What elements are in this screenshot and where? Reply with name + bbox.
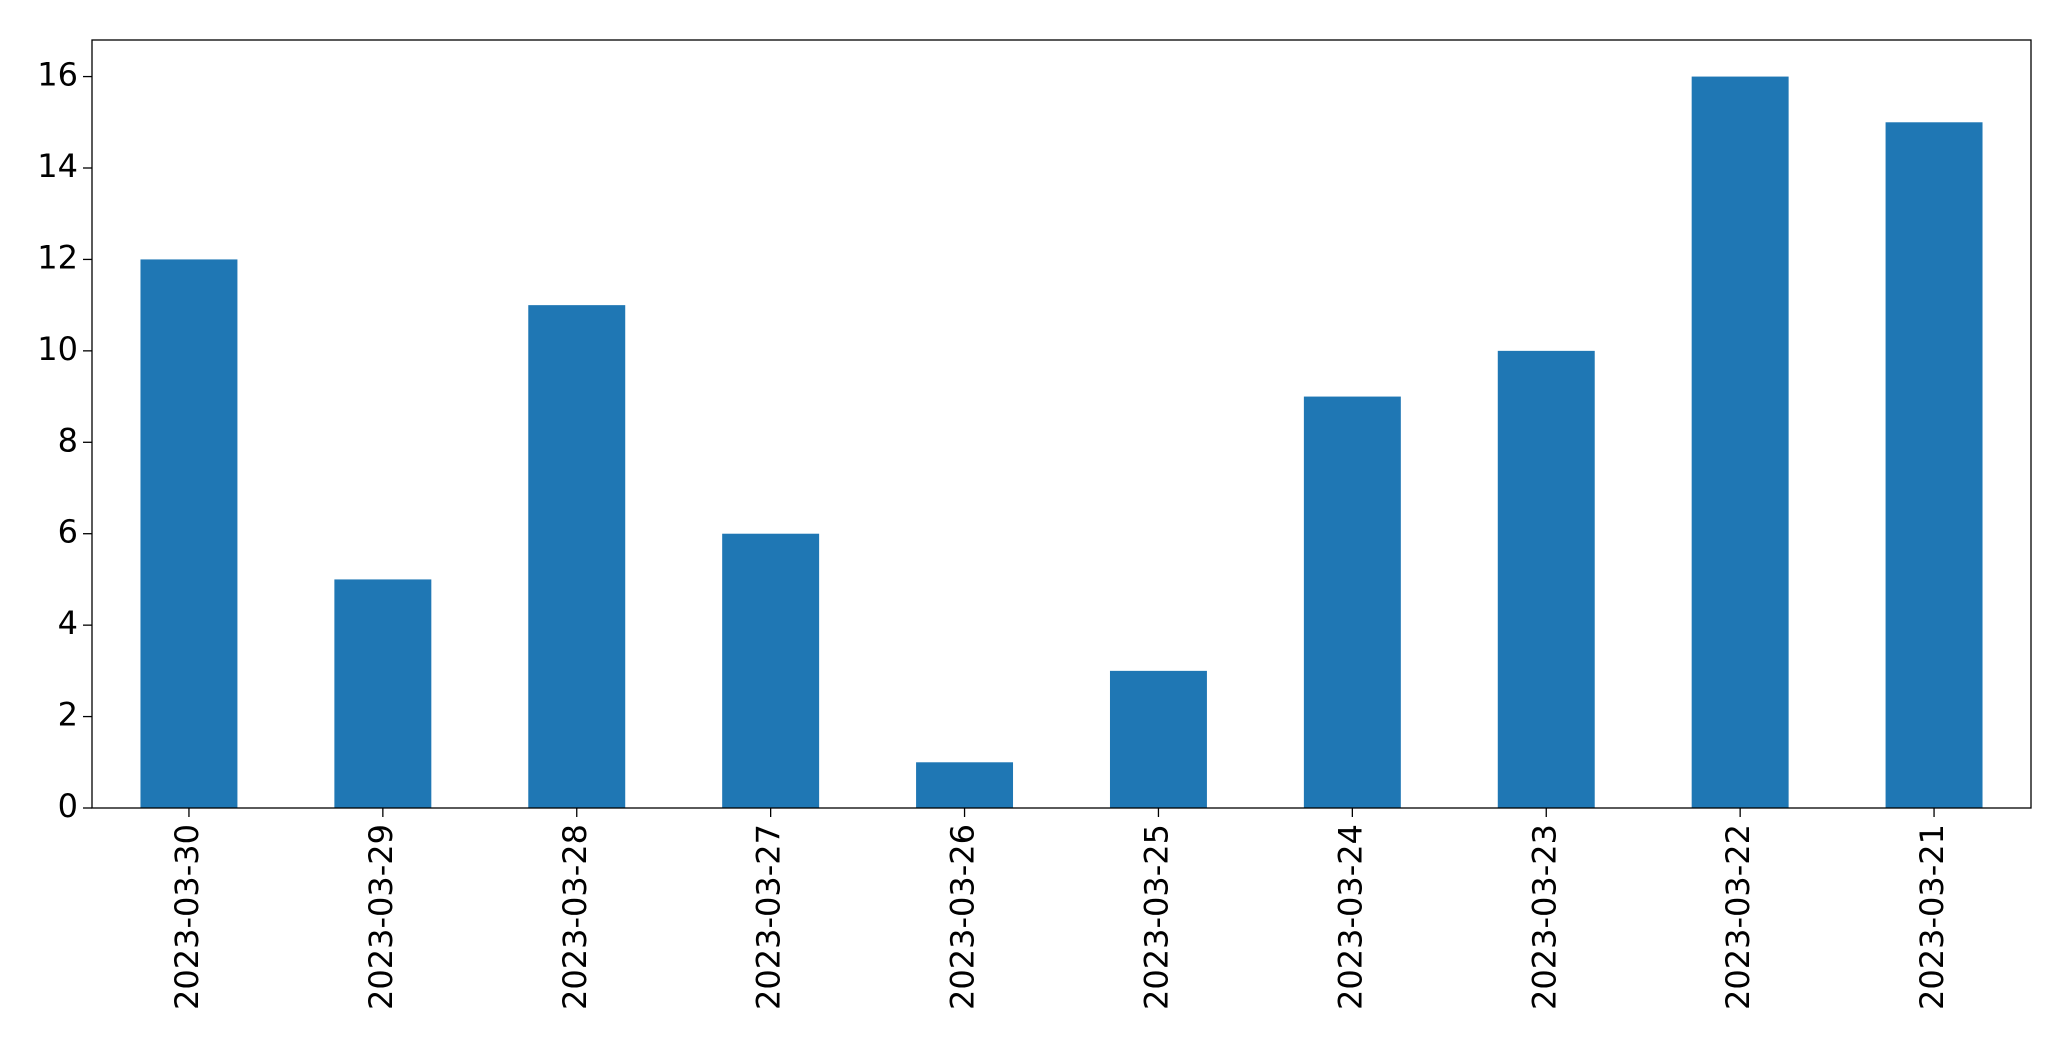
bar [1691,76,1789,809]
y-tick-label: 14 [37,147,78,185]
bar [1303,396,1401,808]
bar [528,305,626,808]
bar [1497,350,1595,808]
y-tick-label: 12 [37,238,78,276]
y-tick-label: 8 [58,421,78,459]
plot-frame [91,39,2032,809]
x-tick-label: 2023-03-30 [168,824,206,1010]
x-tick-label: 2023-03-28 [556,824,594,1010]
bar [140,259,238,808]
x-tick-label: 2023-03-22 [1719,824,1757,1010]
y-tick-label: 2 [58,696,78,734]
x-tick-label: 2023-03-27 [750,824,788,1010]
x-tick-label: 2023-03-29 [362,824,400,1010]
x-tick-label: 2023-03-21 [1913,824,1951,1010]
x-tick-label: 2023-03-23 [1525,824,1563,1010]
y-tick-label: 4 [58,604,78,642]
y-tick-label: 16 [37,56,78,94]
y-tick-label: 0 [58,787,78,825]
y-tick-label: 6 [58,513,78,551]
bar [916,762,1014,808]
y-tick-label: 10 [37,330,78,368]
bar [1109,670,1207,808]
x-tick-label: 2023-03-24 [1331,824,1369,1010]
x-tick-label: 2023-03-26 [944,824,982,1010]
bar [1885,122,1983,809]
x-tick-label: 2023-03-25 [1137,824,1175,1010]
bar [334,579,432,808]
bar [722,533,820,808]
